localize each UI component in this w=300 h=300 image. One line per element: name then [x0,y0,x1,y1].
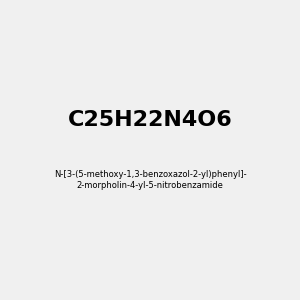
Text: C25H22N4O6: C25H22N4O6 [68,110,232,130]
Text: N-[3-(5-methoxy-1,3-benzoxazol-2-yl)phenyl]-
2-morpholin-4-yl-5-nitrobenzamide: N-[3-(5-methoxy-1,3-benzoxazol-2-yl)phen… [54,170,246,190]
